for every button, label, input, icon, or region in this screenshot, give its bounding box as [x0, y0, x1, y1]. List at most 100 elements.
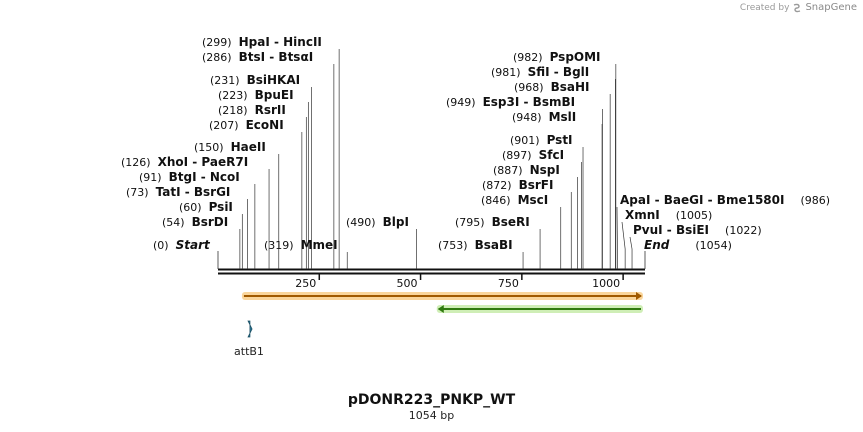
site-enzyme-name: BsrFI [519, 178, 554, 192]
feature-orange-orf-arrow [241, 292, 643, 300]
snapgene-logo-icon [794, 3, 801, 12]
site-position-label: (126) [121, 156, 151, 169]
site-901: (901) PstI [510, 133, 584, 269]
site-label: (948) MslI [512, 110, 576, 124]
attB1-label: attB1 [234, 345, 264, 358]
site-position-label: (231) [210, 74, 240, 87]
site-label: (982) PspOMI [513, 50, 601, 64]
site-enzyme-name: NspI [530, 163, 560, 177]
site-150: (150) HaeII [194, 140, 280, 269]
site-enzyme-name: EcoNI [246, 118, 284, 132]
site-enzyme-name: XmnI [625, 208, 660, 222]
site-enzyme-name: PspOMI [550, 50, 601, 64]
site-position-label: (299) [202, 36, 232, 49]
site-enzyme-name: BsaHI [551, 80, 590, 94]
site-label: (901) PstI [510, 133, 573, 147]
site-label: (949) Esp3I - BsmBI [446, 95, 575, 109]
site-position-label: (982) [513, 51, 543, 64]
site-1022: PvuI - BsiEI (1022) [629, 223, 762, 269]
site-490: (490) BlpI [346, 215, 417, 269]
site-enzyme-name: BtsI - BtsαI [239, 50, 314, 64]
site-position-label: (60) [179, 201, 202, 214]
site-231: (231) BsiHKAI [210, 73, 312, 269]
features-track: attB1 [234, 292, 643, 358]
site-leader-line [629, 236, 633, 269]
site-enzyme-name: ApaI - BaeGI - Bme1580I [620, 193, 784, 207]
site-label: (299) HpaI - HincII [202, 35, 322, 49]
ruler-tick-label: 1000 [592, 277, 620, 290]
site-enzyme-name: BpuEI [255, 88, 294, 102]
feature-green-orf-arrow [436, 305, 643, 313]
site-position-label: (949) [446, 96, 476, 109]
site-label: (0) Start [153, 238, 211, 252]
feature-attB1: attB1 [234, 320, 264, 358]
site-enzyme-name: BseRI [492, 215, 530, 229]
credit-text: Created by [739, 2, 790, 13]
site-968: (968) BsaHI [514, 80, 611, 269]
site-enzyme-name: HpaI - HincII [239, 35, 322, 49]
site-label: (846) MscI [481, 193, 548, 207]
site-label: (126) XhoI - PaeR7I [121, 155, 248, 169]
attB1-arrow [247, 320, 253, 338]
site-981: (981) SfiI - BglI [491, 65, 616, 269]
site-position-label: (1054) [695, 239, 732, 252]
ruler-tick-label: 750 [498, 277, 519, 290]
snapgene-credit: Created by SnapGene [740, 2, 857, 13]
site-position-label: (490) [346, 216, 376, 229]
site-enzyme-name: XhoI - PaeR7I [158, 155, 249, 169]
site-position-label: (150) [194, 141, 224, 154]
site-949: (949) Esp3I - BsmBI [446, 95, 603, 269]
position-ruler: 250 500 750 1000 [295, 274, 624, 290]
site-position-label: (73) [126, 186, 149, 199]
site-position-label: (986) [800, 194, 830, 207]
site-position-label: (223) [218, 89, 248, 102]
site-label: (54) BsrDI [162, 215, 228, 229]
plasmid-length: 1054 bp [408, 409, 455, 422]
site-897: (897) SfcI [502, 148, 582, 269]
site-enzyme-name: PsiI [209, 200, 233, 214]
site-enzyme-name: PvuI - BsiEI [633, 223, 709, 237]
site-enzyme-name: TatI - BsrGI [156, 185, 231, 199]
site-enzyme-name: MslI [549, 110, 577, 124]
site-leader-line [621, 221, 626, 269]
site-54: (54) BsrDI [162, 215, 241, 269]
site-position-label: (981) [491, 66, 521, 79]
site-enzyme-name: Start [176, 238, 211, 252]
site-enzyme-name: BlpI [383, 215, 409, 229]
site-enzyme-name: Esp3I - BsmBI [483, 95, 575, 109]
site-299: (299) HpaI - HincII [202, 35, 340, 269]
site-label: (887) NspI [493, 163, 560, 177]
site-218: (218) RsrII [218, 103, 307, 269]
sequence-backbone [218, 268, 645, 275]
site-label: (223) BpuEI [218, 88, 294, 102]
site-60: (60) PsiI [179, 200, 243, 269]
site-enzyme-name: PstI [547, 133, 573, 147]
ruler-tick-label: 500 [397, 277, 418, 290]
site-position-label: (286) [202, 51, 232, 64]
site-label: (286) BtsI - BtsαI [202, 50, 313, 64]
site-position-label: (901) [510, 134, 540, 147]
site-label: (981) SfiI - BglI [491, 65, 589, 79]
site-position-label: (968) [514, 81, 544, 94]
site-position-label: (795) [455, 216, 485, 229]
site-position-label: (1005) [676, 209, 713, 222]
site-1054: End (1054) [644, 238, 732, 269]
site-986: ApaI - BaeGI - Bme1580I (986) [616, 193, 830, 269]
site-126: (126) XhoI - PaeR7I [121, 155, 270, 269]
site-319: (319) MmeI [264, 238, 348, 269]
site-enzyme-name: End [644, 238, 670, 252]
site-enzyme-name: SfiI - BglI [528, 65, 590, 79]
site-label: (60) PsiI [179, 200, 233, 214]
plasmid-name: pDONR223_PNKP_WT [347, 392, 516, 408]
site-label: (91) BtgI - NcoI [139, 170, 240, 184]
site-label: XmnI (1005) [625, 208, 712, 222]
ruler-tick-label: 250 [295, 277, 316, 290]
credit-brand: SnapGene [805, 2, 857, 13]
green-orf-arrow-head [437, 305, 444, 313]
site-207: (207) EcoNI [209, 118, 303, 269]
site-label: (73) TatI - BsrGI [126, 185, 230, 199]
site-position-label: (887) [493, 164, 523, 177]
site-position-label: (91) [139, 171, 162, 184]
site-846: (846) MscI [481, 193, 562, 269]
